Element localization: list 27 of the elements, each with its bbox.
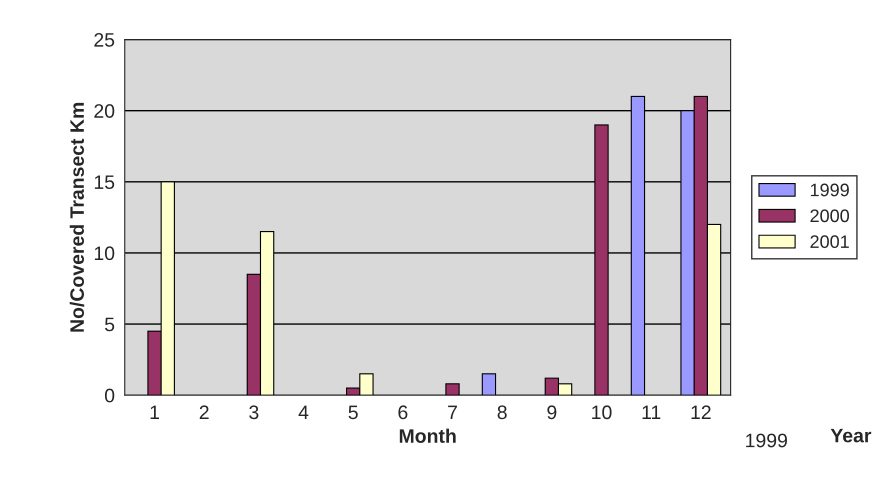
- x-tick-label: 6: [398, 405, 408, 420]
- y-axis-title: No/Covered Transect Km: [70, 102, 84, 332]
- x-tick-label: 4: [298, 406, 308, 420]
- y-tick-label: 10: [94, 246, 114, 260]
- legend-label: 2001: [810, 235, 849, 248]
- bar: [445, 383, 460, 396]
- x-tick-label: 5: [348, 406, 358, 420]
- y-tick-label: 15: [94, 175, 114, 190]
- x-tick-label: 10: [592, 405, 612, 420]
- x-tick-label: 9: [547, 405, 556, 420]
- text: 1999: [746, 434, 787, 448]
- legend-label: 1999: [810, 184, 849, 196]
- x-tick-label: 7: [448, 406, 457, 420]
- x-tick-label: 3: [249, 405, 258, 420]
- x-tick-label: 11: [642, 406, 660, 420]
- x-tick-label: 2: [200, 405, 209, 420]
- x-axis-title: Month: [400, 428, 456, 443]
- text: Year: [830, 428, 872, 442]
- y-tick-label: 25: [94, 32, 114, 47]
- legend-label: 2000: [810, 209, 850, 222]
- x-tick-label: 12: [691, 405, 711, 420]
- x-tick-label: 1: [150, 406, 159, 420]
- bar: [482, 373, 496, 396]
- y-tick-label: 20: [94, 104, 114, 118]
- y-tick-label: 5: [104, 318, 114, 332]
- x-tick-label: 8: [498, 405, 507, 420]
- y-tick-label: 0: [104, 388, 114, 402]
